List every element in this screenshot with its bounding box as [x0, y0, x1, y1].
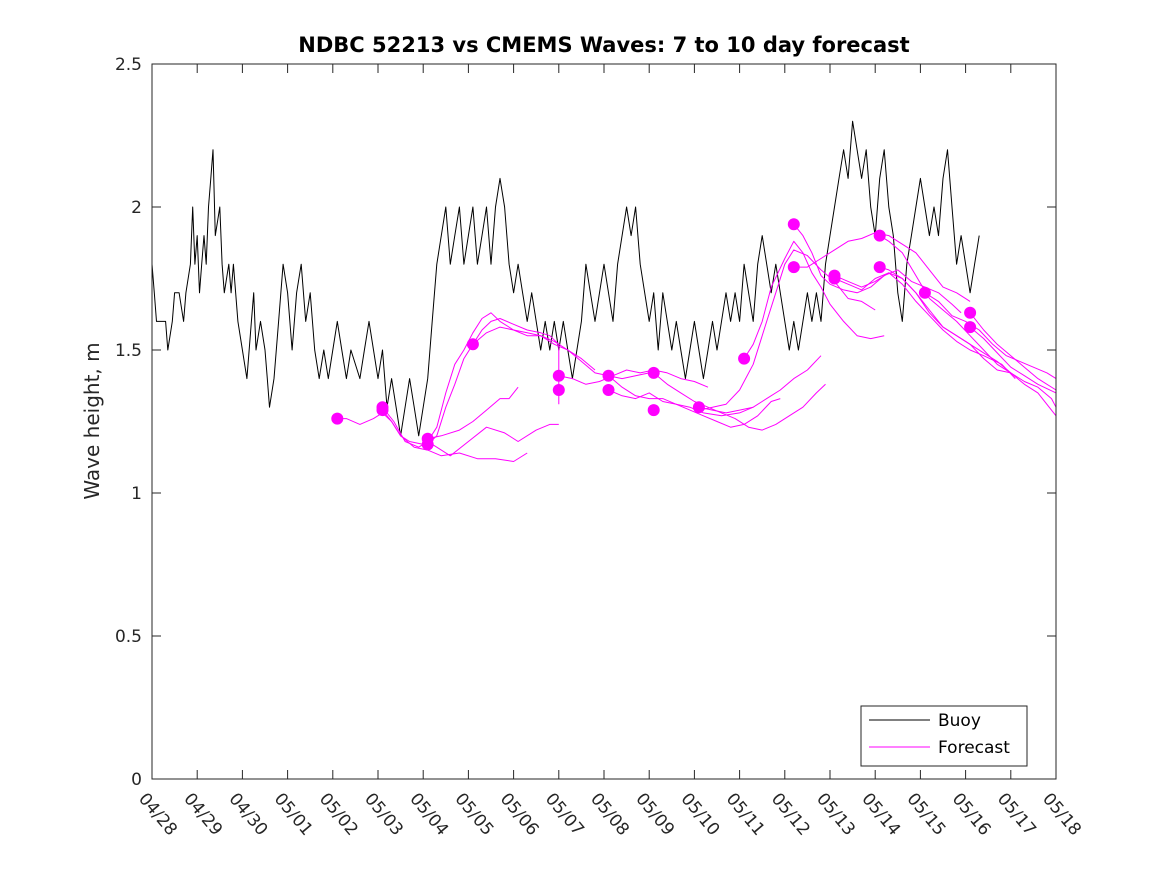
- forecast-start-marker-16: [787, 261, 800, 274]
- series-line-forecast-14: [743, 240, 885, 359]
- forecast-start-marker-7: [552, 369, 565, 382]
- forecast-start-marker-10: [602, 369, 615, 382]
- plot-area: [152, 64, 1056, 779]
- forecast-start-marker-23: [964, 321, 977, 334]
- y-tick-label-2-5: 2.5: [115, 55, 142, 75]
- forecast-start-marker-11: [647, 366, 660, 379]
- series-line-forecast-13: [698, 249, 876, 411]
- forecast-start-marker-6: [466, 338, 479, 351]
- forecast-start-marker-19: [873, 229, 886, 242]
- forecast-start-marker-8: [552, 384, 565, 396]
- series-line-forecast-20: [879, 266, 1057, 417]
- series-line-forecast-19: [879, 235, 1057, 408]
- y-axis-label: Wave height, m: [80, 342, 104, 499]
- series-line-forecast-6: [427, 312, 596, 442]
- series-line-forecast-21: [924, 292, 1057, 380]
- series-line-forecast-10: [608, 375, 781, 428]
- y-tick-label-2: 2: [131, 198, 142, 218]
- series-line-forecast-23: [969, 326, 1057, 394]
- series-line-forecast-22: [969, 312, 1057, 391]
- series-line-forecast-2: [382, 409, 528, 462]
- legend-label-buoy: Buoy: [938, 711, 981, 731]
- forecast-start-marker-12: [647, 404, 660, 417]
- forecast-start-marker-22: [964, 306, 977, 319]
- y-tick-label-0-5: 0.5: [115, 627, 142, 647]
- series-line-forecast-5: [427, 318, 560, 445]
- series-layer: [151, 120, 1057, 462]
- forecast-start-marker-14: [738, 352, 751, 365]
- series-line-forecast-12: [698, 355, 822, 414]
- series-line-forecast-15: [793, 223, 962, 314]
- legend-label-forecast: Forecast: [938, 738, 1010, 758]
- y-tick-label-1-5: 1.5: [115, 341, 142, 361]
- legend: Buoy Forecast: [860, 705, 1028, 767]
- series-line-forecast-17: [834, 272, 1012, 374]
- y-tick-label-1: 1: [131, 484, 142, 504]
- forecast-start-marker-5: [421, 438, 434, 451]
- forecast-start-marker-13: [692, 401, 705, 414]
- series-line-buoy: [151, 120, 980, 437]
- series-line-forecast-11: [653, 372, 826, 431]
- series-line-forecast-7: [472, 326, 650, 380]
- forecast-start-marker-20: [873, 261, 886, 274]
- y-tick-label-0: 0: [131, 770, 142, 790]
- legend-box: [860, 705, 1028, 767]
- chart-title: NDBC 52213 vs CMEMS Waves: 7 to 10 day f…: [298, 33, 909, 57]
- series-line-forecast-8: [558, 369, 709, 388]
- series-line-forecast-18: [834, 272, 1016, 379]
- forecast-start-marker-15: [787, 218, 800, 231]
- forecast-start-marker-21: [918, 286, 931, 299]
- marker-layer: [331, 218, 977, 451]
- series-line-forecast-3: [382, 406, 559, 457]
- series-line-forecast-4: [427, 386, 519, 440]
- forecast-start-marker-3: [376, 401, 389, 414]
- forecast-start-marker-18: [828, 272, 841, 285]
- forecast-start-marker-9: [602, 384, 615, 396]
- forecast-start-marker-1: [331, 412, 344, 425]
